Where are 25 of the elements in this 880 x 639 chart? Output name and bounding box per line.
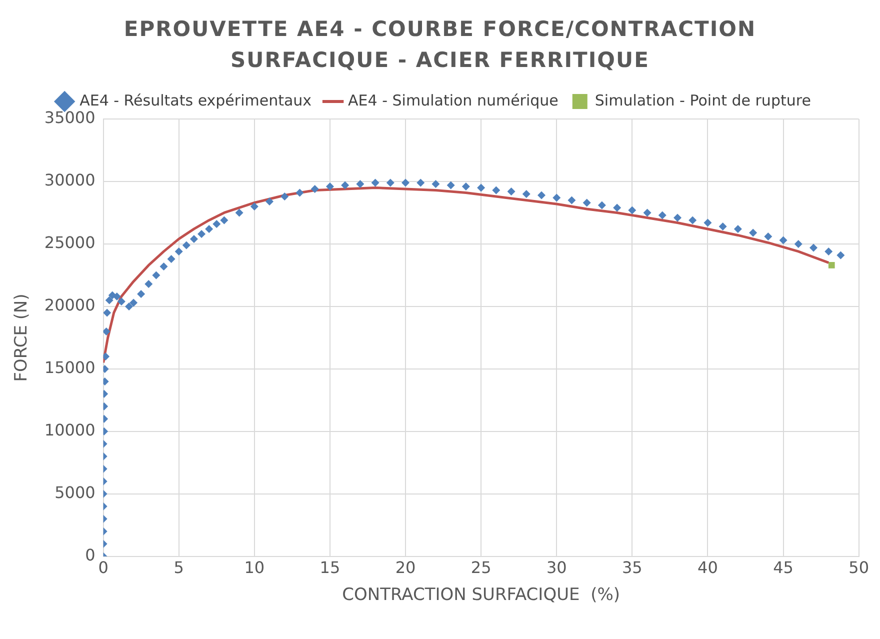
x-tick-label: 40 — [698, 558, 718, 578]
x-tick-label: 20 — [395, 558, 416, 578]
y-tick-label: 10000 — [44, 420, 96, 440]
y-tick-label: 35000 — [44, 108, 96, 128]
y-tick-label: 15000 — [44, 358, 96, 378]
x-tick-label: 5 — [174, 558, 184, 578]
y-tick-label: 5000 — [54, 483, 96, 502]
legend-label: AE4 - Résultats expérimentaux — [80, 91, 312, 110]
y-tick-label: 25000 — [44, 233, 96, 252]
y-tick-label: 20000 — [44, 296, 96, 315]
x-tick-label: 25 — [470, 558, 492, 578]
x-tick-label: 15 — [320, 558, 340, 578]
x-tick-label: 45 — [773, 558, 794, 578]
x-tick-label: 50 — [848, 558, 869, 578]
y-axis-title: FORCE (N) — [12, 294, 32, 382]
x-tick-label: 0 — [98, 558, 108, 578]
legend-label: Simulation - Point de rupture — [594, 91, 811, 110]
x-axis-title: CONTRACTION SURFACIQUE (%) — [342, 585, 620, 606]
x-tick-label: 35 — [622, 558, 642, 578]
y-tick-label: 30000 — [44, 170, 96, 190]
chart-title: EPROUVETTE AE4 - COURBE FORCE/CONTRACTION SURFACIQUE - ACIER FERRITIQUE — [122, 16, 758, 74]
x-tick-label: 10 — [244, 558, 265, 578]
legend-label: AE4 - Simulation numérique — [348, 91, 558, 110]
x-tick-label: 30 — [546, 558, 567, 578]
y-tick-label: 0 — [85, 546, 96, 565]
